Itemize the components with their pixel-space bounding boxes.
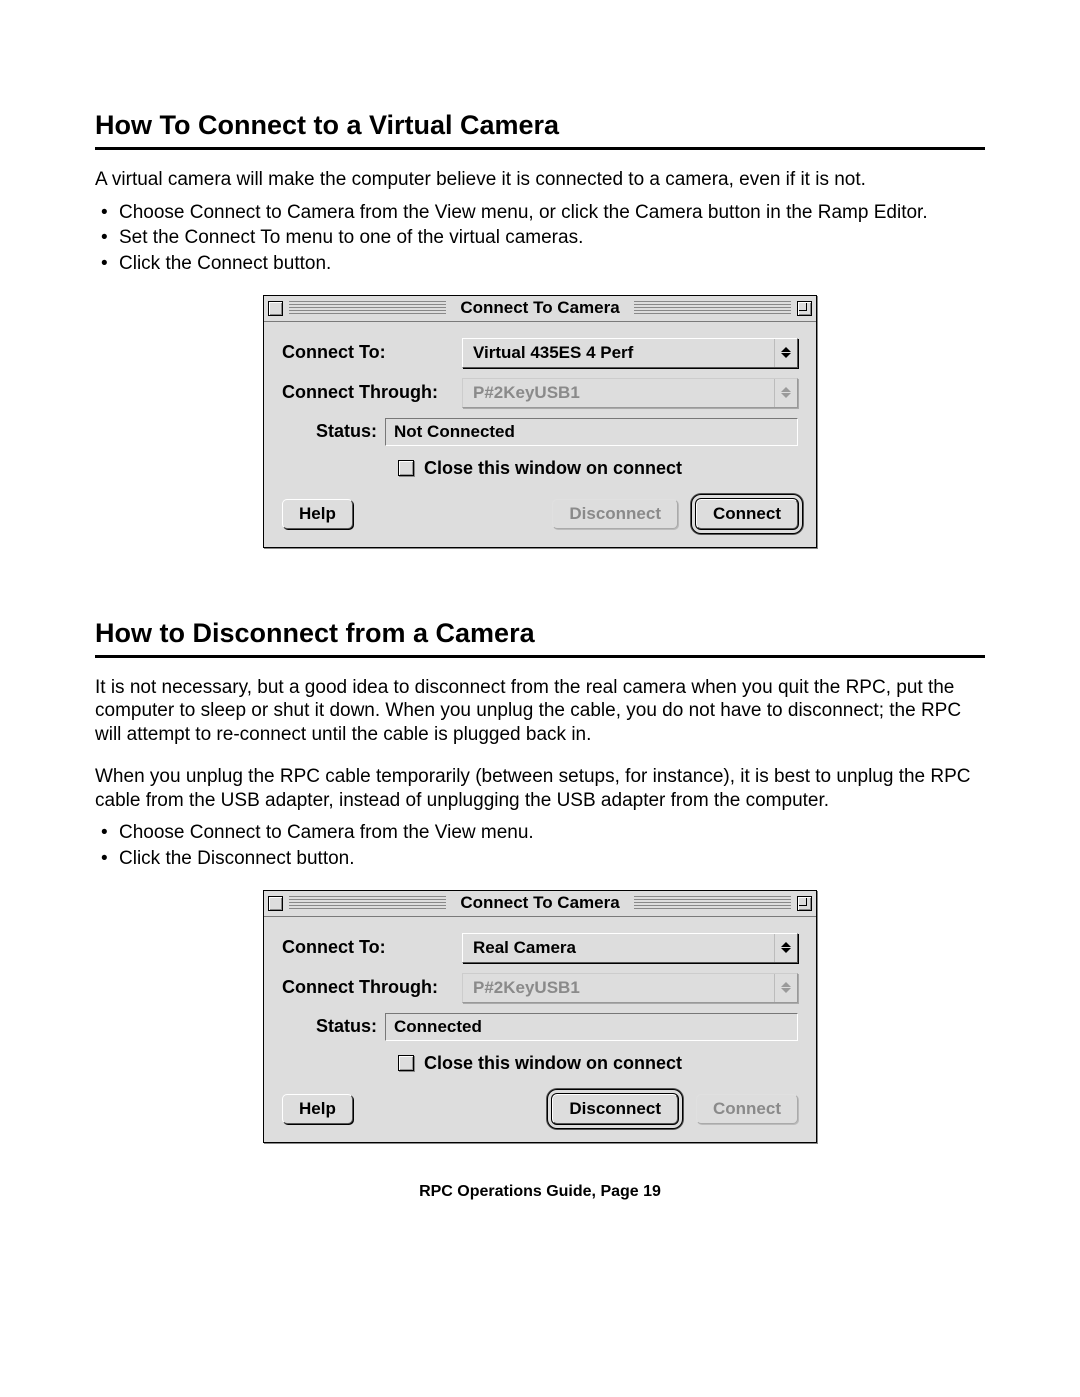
dialog-title: Connect To Camera bbox=[452, 298, 627, 318]
dialog-titlebar: Connect To Camera bbox=[264, 891, 816, 917]
bullet-item: Click the Connect button. bbox=[95, 251, 985, 277]
bullet-item: Choose Connect to Camera from the View m… bbox=[95, 820, 985, 846]
connect-to-value: Virtual 435ES 4 Perf bbox=[473, 343, 633, 363]
help-button-label: Help bbox=[299, 504, 336, 524]
dialog-button-row: Help Disconnect Connect bbox=[282, 499, 798, 529]
popup-arrows-icon bbox=[774, 339, 791, 367]
connect-through-label: Connect Through: bbox=[282, 977, 462, 998]
connect-to-value: Real Camera bbox=[473, 938, 576, 958]
titlebar-stripes bbox=[289, 301, 446, 315]
titlebar-stripes bbox=[634, 896, 791, 910]
connect-to-label: Connect To: bbox=[282, 937, 462, 958]
connect-to-popup[interactable]: Virtual 435ES 4 Perf bbox=[462, 338, 798, 368]
connect-to-label: Connect To: bbox=[282, 342, 462, 363]
section1-intro: A virtual camera will make the computer … bbox=[95, 168, 985, 192]
connect-through-row: Connect Through: P#2KeyUSB1 bbox=[282, 378, 798, 408]
popup-arrows-icon bbox=[774, 974, 791, 1002]
status-label: Status: bbox=[316, 1016, 377, 1037]
close-on-connect-checkbox[interactable] bbox=[398, 460, 414, 476]
close-on-connect-row: Close this window on connect bbox=[282, 1053, 798, 1074]
connect-to-popup[interactable]: Real Camera bbox=[462, 933, 798, 963]
connect-through-popup: P#2KeyUSB1 bbox=[462, 973, 798, 1003]
close-box[interactable] bbox=[268, 896, 283, 911]
bullet-item: Click the Disconnect button. bbox=[95, 846, 985, 872]
disconnect-button-label: Disconnect bbox=[569, 1099, 661, 1119]
bullet-item: Choose Connect to Camera from the View m… bbox=[95, 200, 985, 226]
popup-arrows-icon bbox=[774, 934, 791, 962]
connect-through-value: P#2KeyUSB1 bbox=[473, 978, 580, 998]
bullet-item: Set the Connect To menu to one of the vi… bbox=[95, 225, 985, 251]
close-box[interactable] bbox=[268, 301, 283, 316]
dialog-button-row: Help Disconnect Connect bbox=[282, 1094, 798, 1124]
connect-to-row: Connect To: Real Camera bbox=[282, 933, 798, 963]
help-button-label: Help bbox=[299, 1099, 336, 1119]
dialog-body: Connect To: Real Camera Connect Through:… bbox=[264, 917, 816, 1142]
connect-button-label: Connect bbox=[713, 504, 781, 524]
close-on-connect-checkbox[interactable] bbox=[398, 1055, 414, 1071]
dialog1-wrap: Connect To Camera Connect To: Virtual 43… bbox=[95, 295, 985, 548]
connect-through-popup: P#2KeyUSB1 bbox=[462, 378, 798, 408]
section2-para2: When you unplug the RPC cable temporaril… bbox=[95, 765, 985, 813]
section1-heading: How To Connect to a Virtual Camera bbox=[95, 110, 985, 150]
connect-to-camera-dialog: Connect To Camera Connect To: Real Camer… bbox=[263, 890, 817, 1143]
section2-bullets: Choose Connect to Camera from the View m… bbox=[95, 820, 985, 871]
connect-to-camera-dialog: Connect To Camera Connect To: Virtual 43… bbox=[263, 295, 817, 548]
section2-para1: It is not necessary, but a good idea to … bbox=[95, 676, 985, 747]
connect-button-label: Connect bbox=[713, 1099, 781, 1119]
dialog-body: Connect To: Virtual 435ES 4 Perf Connect… bbox=[264, 322, 816, 547]
connect-through-row: Connect Through: P#2KeyUSB1 bbox=[282, 973, 798, 1003]
zoom-box[interactable] bbox=[797, 301, 812, 316]
help-button[interactable]: Help bbox=[282, 1094, 353, 1124]
zoom-box[interactable] bbox=[797, 896, 812, 911]
titlebar-stripes bbox=[289, 896, 446, 910]
status-value-box: Connected bbox=[385, 1013, 798, 1041]
close-on-connect-row: Close this window on connect bbox=[282, 458, 798, 479]
connect-through-label: Connect Through: bbox=[282, 382, 462, 403]
status-value: Connected bbox=[394, 1017, 482, 1037]
disconnect-button-label: Disconnect bbox=[569, 504, 661, 524]
status-row: Status: Not Connected bbox=[282, 418, 798, 446]
disconnect-button[interactable]: Disconnect bbox=[552, 1094, 678, 1124]
disconnect-button: Disconnect bbox=[552, 499, 678, 529]
status-row: Status: Connected bbox=[282, 1013, 798, 1041]
section1-bullets: Choose Connect to Camera from the View m… bbox=[95, 200, 985, 277]
titlebar-stripes bbox=[634, 301, 791, 315]
dialog-title: Connect To Camera bbox=[452, 893, 627, 913]
connect-through-value: P#2KeyUSB1 bbox=[473, 383, 580, 403]
close-on-connect-label: Close this window on connect bbox=[424, 1053, 682, 1074]
connect-to-row: Connect To: Virtual 435ES 4 Perf bbox=[282, 338, 798, 368]
connect-button: Connect bbox=[696, 1094, 798, 1124]
status-value-box: Not Connected bbox=[385, 418, 798, 446]
page-footer: RPC Operations Guide, Page 19 bbox=[95, 1183, 985, 1201]
help-button[interactable]: Help bbox=[282, 499, 353, 529]
dialog2-wrap: Connect To Camera Connect To: Real Camer… bbox=[95, 890, 985, 1143]
status-label: Status: bbox=[316, 421, 377, 442]
connect-button[interactable]: Connect bbox=[696, 499, 798, 529]
dialog-titlebar: Connect To Camera bbox=[264, 296, 816, 322]
close-on-connect-label: Close this window on connect bbox=[424, 458, 682, 479]
status-value: Not Connected bbox=[394, 422, 515, 442]
section2-heading: How to Disconnect from a Camera bbox=[95, 618, 985, 658]
document-page: How To Connect to a Virtual Camera A vir… bbox=[0, 0, 1080, 1251]
popup-arrows-icon bbox=[774, 379, 791, 407]
